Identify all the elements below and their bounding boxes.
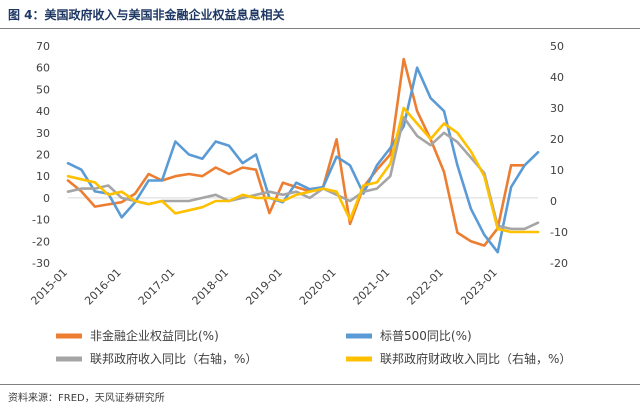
left-tick-label: 70 [36, 40, 50, 53]
legend-label: 非金融企业权益同比(%) [90, 328, 219, 343]
right-tick-label: 40 [550, 71, 564, 84]
legend-label: 联邦政府财政收入同比（右轴，%） [380, 351, 571, 366]
series-line-2 [66, 116, 540, 231]
x-tick-label: 2023-01 [458, 266, 500, 308]
right-tick-label: -20 [550, 257, 568, 270]
source-divider [0, 384, 640, 385]
right-axis-ticks: -20 -10 0 10 20 30 40 50 [550, 40, 568, 270]
x-tick-label: 2016-01 [82, 266, 124, 308]
right-tick-label: 30 [550, 102, 564, 115]
figure-title: 图 4：美国政府收入与美国非金融企业权益息息相关 [8, 8, 285, 22]
series-lines [66, 57, 540, 254]
left-tick-label: 40 [36, 105, 50, 118]
series-line-0 [66, 57, 526, 247]
right-tick-label: 20 [550, 133, 564, 146]
left-tick-label: -20 [32, 235, 50, 248]
x-axis-ticks: 2015-01 2016-01 2017-01 2018-01 2019-01 2020-… [28, 266, 499, 308]
legend: 非金融企业权益同比(%) 标普500同比(%) 联邦政府收入同比（右轴，%） 联邦政府… [56, 328, 571, 366]
line-chart: -30 -20 -10 0 10 20 30 40 50 60 70 -20 -10 0 10 20 30 40… [28, 40, 571, 366]
right-tick-label: 0 [550, 195, 557, 208]
right-tick-label: -10 [550, 226, 568, 239]
left-tick-label: 0 [43, 192, 50, 205]
x-tick-label: 2022-01 [404, 266, 446, 308]
x-tick-label: 2018-01 [190, 266, 232, 308]
x-tick-label: 2021-01 [351, 266, 393, 308]
x-tick-label: 2020-01 [297, 266, 339, 308]
left-tick-label: 60 [36, 62, 50, 75]
source-note: 资料来源：FRED，天风证券研究所 [8, 393, 165, 404]
left-tick-label: -30 [32, 257, 50, 270]
left-axis-ticks: -30 -20 -10 0 10 20 30 40 50 60 70 [32, 40, 50, 270]
left-tick-label: 30 [36, 127, 50, 140]
left-tick-label: 10 [36, 170, 50, 183]
right-tick-label: 50 [550, 40, 564, 53]
legend-label: 标普500同比(%) [380, 329, 472, 343]
left-tick-label: 20 [36, 149, 50, 162]
x-tick-label: 2015-01 [28, 266, 70, 308]
series-line-3 [66, 106, 540, 234]
legend-label: 联邦政府收入同比（右轴，%） [90, 351, 257, 366]
series-line-1 [66, 66, 540, 254]
left-tick-label: -10 [32, 214, 50, 227]
x-tick-label: 2017-01 [136, 266, 178, 308]
left-tick-label: 50 [36, 83, 50, 96]
right-tick-label: 10 [550, 164, 564, 177]
title-divider [0, 28, 640, 29]
x-tick-label: 2019-01 [243, 266, 285, 308]
figure-title-bar: 图 4：美国政府收入与美国非金融企业权益息息相关 [0, 0, 640, 30]
